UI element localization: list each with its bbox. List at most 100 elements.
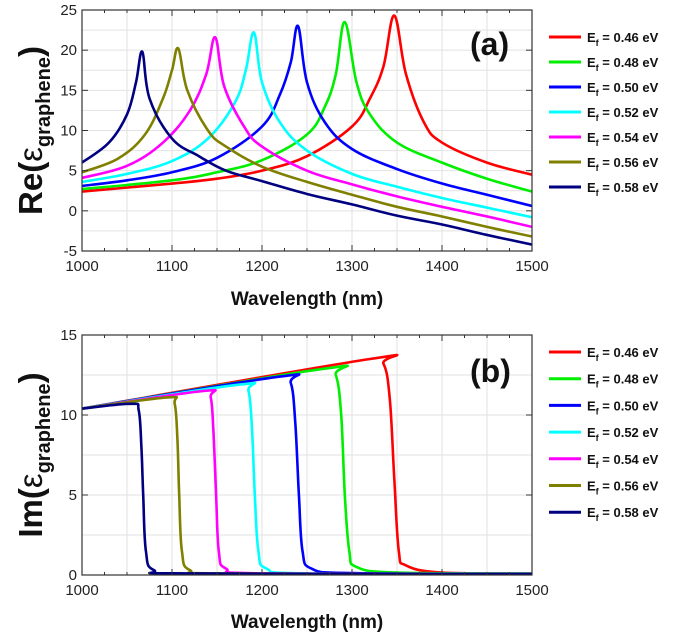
legend-label-subscript: f	[596, 487, 600, 497]
panel-label: (b)	[470, 353, 511, 389]
x-tick-label: 1400	[425, 582, 458, 599]
legend-label: Ef = 0.48 eV	[587, 372, 659, 390]
panel-label: (a)	[470, 26, 509, 62]
legend-label-prefix: E	[587, 505, 596, 520]
legend-item: Ef = 0.56 eV	[549, 479, 659, 497]
legend-label-value: = 0.52 eV	[599, 105, 659, 120]
legend-label-subscript: f	[596, 88, 600, 98]
legend-item: Ef = 0.52 eV	[549, 425, 659, 443]
y-tick-label: 25	[60, 2, 77, 19]
legend-label-subscript: f	[596, 138, 600, 148]
y-tick-label: 15	[60, 82, 77, 99]
legend-label-subscript: f	[596, 188, 600, 198]
legend-item: Ef = 0.46 eV	[549, 30, 659, 48]
legend-item: Ef = 0.58 eV	[549, 180, 659, 198]
legend-label: Ef = 0.56 eV	[587, 479, 659, 497]
legend-item: Ef = 0.56 eV	[549, 155, 659, 173]
legend-label-subscript: f	[596, 63, 600, 73]
legend-label-prefix: E	[587, 345, 596, 360]
series-line-0-46-ev	[82, 353, 532, 575]
y-axis-label-main: Re(	[12, 162, 49, 215]
y-axis-label: Im(εgraphene)	[12, 372, 55, 537]
y-axis-label-close: )	[12, 372, 49, 383]
legend-label-value: = 0.56 eV	[599, 479, 659, 494]
x-tick-label: 1300	[335, 258, 368, 275]
y-tick-label: 10	[60, 407, 77, 424]
legend-label-subscript: f	[596, 433, 600, 443]
y-tick-label: 5	[69, 487, 77, 504]
legend-item: Ef = 0.50 eV	[549, 398, 659, 416]
x-tick-label: 1200	[245, 258, 278, 275]
legend-item: Ef = 0.48 eV	[549, 372, 659, 390]
y-tick-label: 10	[60, 123, 77, 140]
series-line-0-52-ev	[82, 31, 532, 219]
legend-label-value: = 0.48 eV	[599, 55, 659, 70]
legend-label-subscript: f	[596, 353, 600, 363]
y-axis-label-close: )	[12, 46, 49, 57]
legend-label: Ef = 0.58 eV	[587, 180, 659, 198]
x-tick-label: 1500	[515, 582, 548, 599]
legend-item: Ef = 0.48 eV	[549, 55, 659, 73]
legend-label-prefix: E	[587, 425, 596, 440]
legend-label: Ef = 0.54 eV	[587, 452, 659, 470]
legend-label-subscript: f	[596, 406, 600, 416]
x-tick-label: 1500	[515, 258, 548, 275]
legend-label-value: = 0.46 eV	[599, 30, 659, 45]
x-tick-label: 1200	[245, 582, 278, 599]
legend-label-value: = 0.56 eV	[599, 155, 659, 170]
x-axis-label: Wavelength (nm)	[231, 289, 383, 310]
legend-label: Ef = 0.52 eV	[587, 105, 659, 123]
series-line-0-58-ev	[82, 402, 532, 575]
y-tick-label: 0	[69, 567, 77, 584]
x-tick-label: 1300	[335, 582, 368, 599]
x-axis-label: Wavelength (nm)	[231, 612, 383, 633]
y-tick-label: -5	[64, 243, 77, 260]
legend-label-subscript: f	[596, 113, 600, 123]
legend-label-value: = 0.52 eV	[599, 425, 659, 440]
series-line-0-58-ev	[82, 50, 532, 246]
series-line-0-46-ev	[82, 14, 532, 193]
legend-label-prefix: E	[587, 452, 596, 467]
legend-label-value: = 0.58 eV	[599, 180, 659, 195]
legend-label: Ef = 0.50 eV	[587, 80, 659, 98]
legend-label-prefix: E	[587, 30, 596, 45]
legend-label-subscript: f	[596, 460, 600, 470]
series-line-0-50-ev	[82, 24, 532, 208]
series-line-0-56-ev	[82, 46, 532, 238]
legend-label-prefix: E	[587, 155, 596, 170]
x-tick-label: 1100	[156, 582, 188, 599]
y-axis-label-main: Im(	[12, 488, 49, 538]
series-line-0-48-ev	[82, 20, 532, 193]
legend-item: Ef = 0.46 eV	[549, 345, 659, 363]
x-tick-label: 1100	[156, 258, 188, 275]
legend-label: Ef = 0.50 eV	[587, 398, 659, 416]
legend-label-value: = 0.54 eV	[599, 452, 659, 467]
legend-label-subscript: f	[596, 513, 600, 523]
chart-panel-b: 1000 1100 1200 1300 1400 1500 0 5 10 15 Wavelength…	[12, 327, 659, 633]
legend-label: Ef = 0.46 eV	[587, 30, 659, 48]
y-axis-label-subscript: graphene	[33, 57, 55, 147]
y-tick-label: 15	[60, 327, 77, 344]
y-axis-label-symbol: ε	[12, 473, 49, 488]
legend-label-prefix: E	[587, 80, 596, 95]
y-tick-label: 20	[60, 42, 77, 59]
x-tick-label: 1400	[425, 258, 458, 275]
legend-label-prefix: E	[587, 130, 596, 145]
legend-label-value: = 0.54 eV	[599, 130, 659, 145]
y-tick-label: 0	[69, 203, 77, 220]
grid	[81, 9, 533, 252]
legend-label: Ef = 0.52 eV	[587, 425, 659, 443]
legend-item: Ef = 0.52 eV	[549, 105, 659, 123]
legend-label: Ef = 0.46 eV	[587, 345, 659, 363]
legend-label-prefix: E	[587, 180, 596, 195]
legend-label-value: = 0.58 eV	[599, 505, 659, 520]
series-line-0-54-ev	[82, 36, 532, 229]
legend-label: Ef = 0.58 eV	[587, 505, 659, 523]
legend-label-prefix: E	[587, 105, 596, 120]
y-axis-label-symbol: ε	[12, 147, 49, 162]
legend-label-prefix: E	[587, 55, 596, 70]
legend-label-value: = 0.50 eV	[599, 398, 659, 413]
